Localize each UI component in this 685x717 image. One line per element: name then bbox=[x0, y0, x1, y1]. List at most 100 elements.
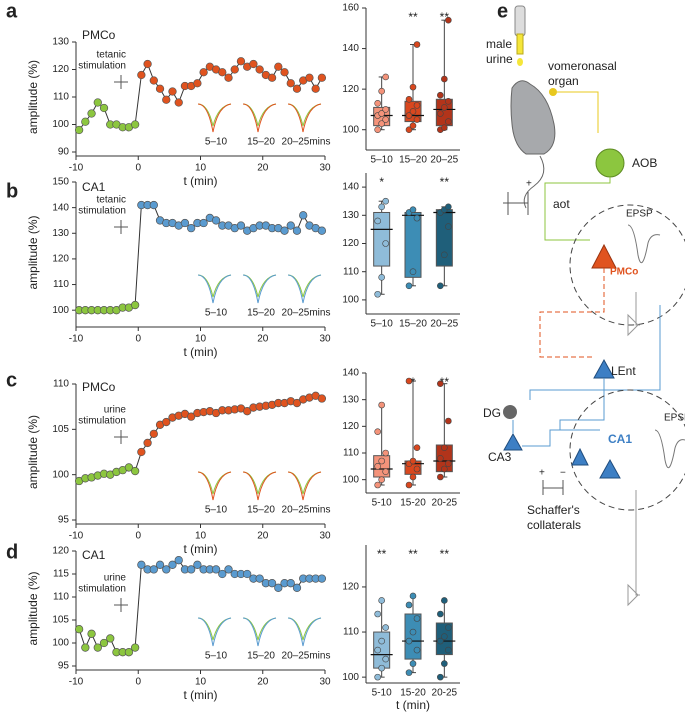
inset-trace bbox=[197, 274, 232, 298]
point bbox=[87, 629, 96, 638]
label: urine bbox=[486, 52, 513, 66]
x-tick-label: 10 bbox=[195, 334, 207, 345]
x-tick-label: -10 bbox=[69, 677, 84, 688]
x-tick-label: 30 bbox=[319, 334, 331, 345]
point bbox=[292, 398, 302, 408]
point bbox=[280, 68, 289, 77]
x-axis-label: t (min) bbox=[184, 174, 218, 188]
inset-trace bbox=[242, 103, 277, 133]
connector bbox=[134, 74, 142, 125]
x-tick-label: 10 bbox=[195, 163, 207, 174]
point bbox=[317, 574, 327, 583]
y-tick-label: 100 bbox=[342, 295, 359, 306]
inset-trace bbox=[197, 617, 232, 641]
stimulus-label: tetanic bbox=[97, 50, 126, 61]
point bbox=[106, 634, 115, 643]
point bbox=[405, 377, 413, 385]
label: PMCo bbox=[610, 267, 638, 278]
point bbox=[81, 117, 90, 126]
y-tick-label: 140 bbox=[342, 43, 359, 54]
point bbox=[441, 251, 448, 259]
point bbox=[243, 407, 252, 416]
point bbox=[405, 481, 413, 489]
x-tick-label: 20 bbox=[257, 334, 269, 345]
x-tick-label: 5–10 bbox=[371, 319, 394, 330]
label: organ bbox=[548, 74, 579, 88]
point bbox=[305, 73, 314, 82]
stimulus-label: tetanic bbox=[97, 195, 126, 206]
point bbox=[409, 108, 417, 115]
y-tick-label: 95 bbox=[58, 515, 70, 526]
label: aot bbox=[553, 197, 570, 211]
point bbox=[155, 560, 165, 569]
point bbox=[87, 109, 96, 118]
y-tick-label: 120 bbox=[342, 84, 359, 95]
window-label: 15–20 bbox=[247, 505, 275, 516]
x-tick-label: 0 bbox=[135, 163, 141, 174]
point bbox=[180, 218, 190, 228]
point bbox=[437, 380, 444, 387]
pmco-neuron bbox=[591, 243, 617, 269]
label: − bbox=[560, 468, 566, 479]
point bbox=[317, 73, 327, 82]
y-tick-label: 100 bbox=[342, 124, 359, 135]
panel-label: e bbox=[497, 0, 508, 22]
y-tick-label: 100 bbox=[342, 672, 359, 683]
panel-label: b bbox=[6, 180, 18, 202]
point bbox=[218, 569, 227, 579]
point bbox=[236, 57, 246, 66]
point bbox=[187, 412, 196, 421]
label: male bbox=[486, 37, 512, 51]
y-tick-label: 110 bbox=[343, 448, 359, 459]
point bbox=[378, 110, 385, 117]
y-tick-label: 105 bbox=[52, 424, 69, 435]
inset-trace bbox=[287, 274, 322, 298]
point bbox=[413, 41, 421, 48]
x-tick-label: 0 bbox=[135, 531, 141, 542]
x-tick-label: 5–10 bbox=[371, 155, 394, 166]
label: vomeronasal bbox=[548, 59, 617, 73]
point bbox=[292, 226, 302, 235]
window-label: 20–25mins bbox=[282, 651, 331, 662]
inset-trace bbox=[242, 617, 277, 641]
stimulator bbox=[503, 192, 529, 215]
point bbox=[445, 16, 452, 24]
point bbox=[378, 87, 385, 95]
point bbox=[99, 103, 109, 113]
point bbox=[413, 444, 421, 451]
point bbox=[441, 465, 448, 473]
point bbox=[149, 429, 158, 439]
inset-trace bbox=[287, 617, 322, 647]
point bbox=[137, 560, 146, 569]
point bbox=[441, 597, 448, 604]
epsp-trace bbox=[627, 224, 661, 264]
y-tick-label: 110 bbox=[53, 92, 69, 103]
y-axis-label: amplitude (%) bbox=[26, 215, 40, 289]
y-tick-label: 100 bbox=[52, 638, 69, 649]
point bbox=[286, 579, 295, 588]
panel-label: d bbox=[6, 541, 18, 563]
point bbox=[409, 473, 417, 481]
y-tick-label: 120 bbox=[52, 546, 69, 557]
x-tick-label: 5-10 bbox=[372, 498, 392, 509]
label: LEnt bbox=[611, 364, 636, 378]
point bbox=[413, 465, 421, 473]
point bbox=[374, 290, 381, 298]
point bbox=[445, 460, 452, 467]
y-tick-label: 130 bbox=[52, 37, 69, 48]
point bbox=[382, 116, 389, 123]
point bbox=[378, 120, 385, 127]
inset-trace bbox=[287, 471, 322, 501]
point bbox=[286, 79, 295, 88]
inset-trace bbox=[242, 103, 277, 127]
point bbox=[74, 125, 84, 135]
point bbox=[187, 565, 196, 574]
point bbox=[382, 449, 389, 457]
stimulus-label: stimulation bbox=[78, 416, 126, 427]
significance: ** bbox=[440, 175, 450, 189]
y-tick-label: 110 bbox=[53, 379, 69, 390]
point bbox=[243, 569, 252, 579]
recording-region bbox=[569, 204, 685, 326]
point bbox=[168, 560, 177, 569]
y-tick-label: 140 bbox=[342, 368, 359, 379]
